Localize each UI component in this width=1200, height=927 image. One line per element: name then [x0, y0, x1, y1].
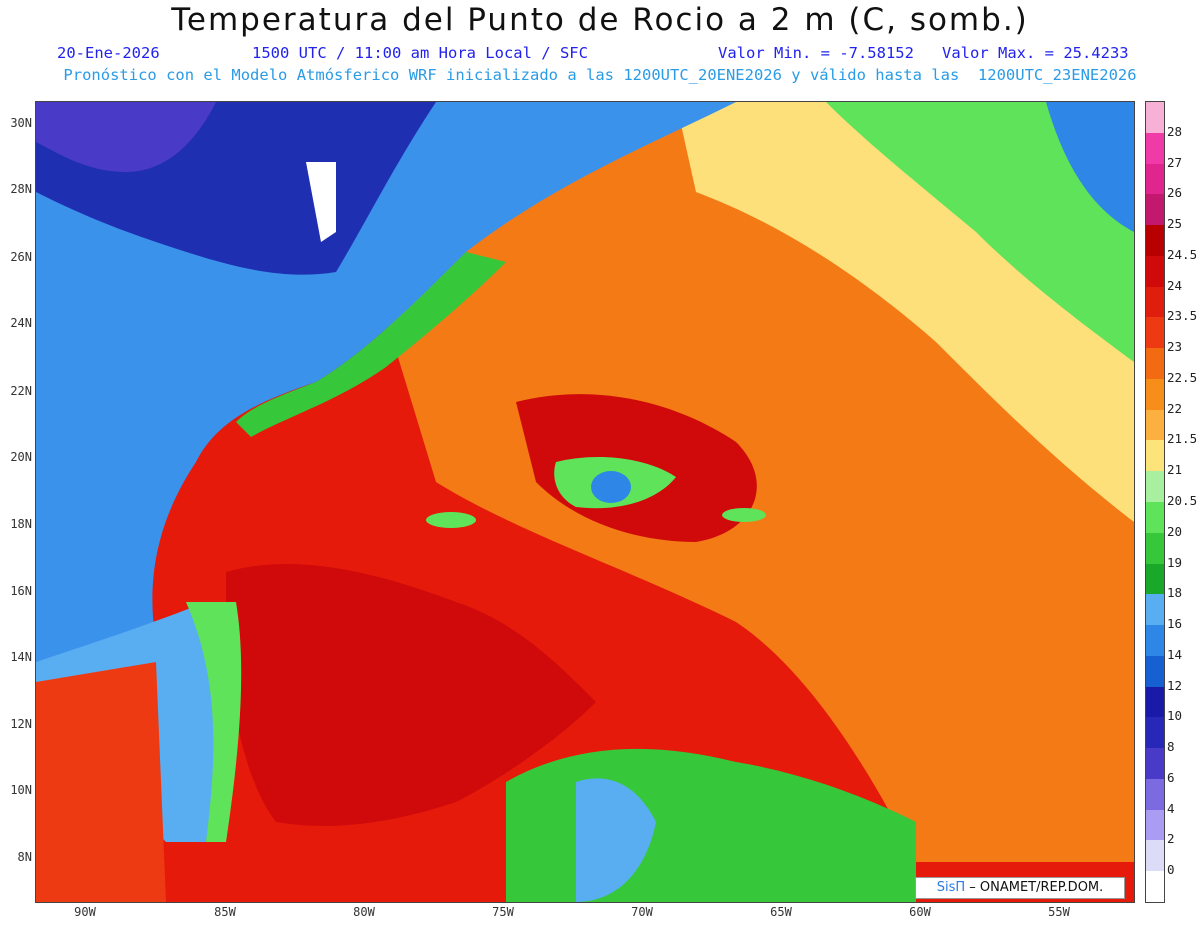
lon-label: 85W	[214, 905, 236, 919]
color-scale-segment	[1146, 317, 1164, 349]
lon-label: 65W	[770, 905, 792, 919]
lat-label: 12N	[10, 717, 32, 731]
color-scale-segment	[1146, 163, 1164, 195]
color-scale-segment	[1146, 409, 1164, 441]
lon-label: 60W	[909, 905, 931, 919]
credit-badge: SisΠ – ONAMET/REP.DOM.	[915, 877, 1125, 899]
color-scale-label: 6	[1167, 769, 1175, 785]
lon-label: 55W	[1048, 905, 1070, 919]
forecast-date: 20-Ene-2026	[57, 44, 160, 62]
color-scale-label: 26	[1167, 185, 1183, 201]
color-scale-label: 12	[1167, 677, 1183, 693]
color-scale-segment	[1146, 748, 1164, 780]
lat-label: 30N	[10, 116, 32, 130]
color-scale-label: 21	[1167, 462, 1183, 478]
min-value: Valor Min. = -7.58152	[718, 44, 914, 62]
dewpoint-map	[35, 101, 1135, 903]
color-scale-label: 24.5	[1167, 246, 1198, 262]
lat-label: 10N	[10, 783, 32, 797]
color-scale-segment	[1146, 532, 1164, 564]
forecast-time: 1500 UTC / 11:00 am Hora Local / SFC	[252, 44, 588, 62]
color-scale-label: 10	[1167, 708, 1183, 724]
lat-label: 24N	[10, 316, 32, 330]
color-scale-label: 23	[1167, 339, 1183, 355]
color-scale-segment	[1146, 655, 1164, 687]
color-scale-segment	[1146, 132, 1164, 164]
lat-label: 22N	[10, 384, 32, 398]
color-scale-segment	[1146, 194, 1164, 226]
color-scale-segment	[1146, 686, 1164, 718]
color-scale-segment	[1146, 471, 1164, 503]
color-scale-segment	[1146, 378, 1164, 410]
color-scale-bar	[1145, 101, 1165, 903]
color-scale-label: 4	[1167, 800, 1175, 816]
credit-text: – ONAMET/REP.DOM.	[965, 880, 1104, 895]
color-scale-label: 19	[1167, 554, 1183, 570]
color-scale-segment	[1146, 840, 1164, 872]
color-scale-segment	[1146, 717, 1164, 749]
color-scale-label: 21.5	[1167, 431, 1198, 447]
lat-label: 8N	[17, 850, 32, 864]
color-scale-segment	[1146, 255, 1164, 287]
color-scale-label: 25	[1167, 216, 1183, 232]
lat-label: 16N	[10, 584, 32, 598]
color-scale-segment	[1146, 778, 1164, 810]
color-scale-label: 23.5	[1167, 308, 1198, 324]
color-scale-segment	[1146, 502, 1164, 533]
lat-label: 28N	[10, 182, 32, 196]
color-scale-segment	[1146, 348, 1164, 380]
color-scale-label: 18	[1167, 585, 1183, 601]
color-scale-label: 0	[1167, 862, 1175, 878]
color-scale-segment	[1146, 563, 1164, 595]
color-scale-label: 16	[1167, 616, 1183, 632]
color-scale-label: 28	[1167, 123, 1183, 139]
color-scale-label: 22	[1167, 400, 1183, 416]
map-title: Temperatura del Punto de Rocio a 2 m (C,…	[171, 2, 1029, 38]
lon-label: 90W	[74, 905, 96, 919]
color-scale-label: 20	[1167, 523, 1183, 539]
lon-label: 75W	[492, 905, 514, 919]
lon-label: 70W	[631, 905, 653, 919]
color-scale-label: 2	[1167, 831, 1175, 847]
color-scale-segment	[1146, 809, 1164, 841]
color-scale-segment	[1146, 102, 1164, 133]
color-scale-segment	[1146, 286, 1164, 318]
model-info: Pronóstico con el Modelo Atmósferico WRF…	[63, 66, 1137, 84]
lat-label: 26N	[10, 250, 32, 264]
color-scale-segment	[1146, 594, 1164, 626]
color-scale-segment	[1146, 871, 1164, 903]
color-scale-label: 14	[1167, 646, 1183, 662]
max-value: Valor Max. = 25.4233	[942, 44, 1129, 62]
color-scale-segment	[1146, 625, 1164, 657]
color-scale-label: 27	[1167, 154, 1183, 170]
lat-label: 14N	[10, 650, 32, 664]
color-scale-label: 22.5	[1167, 369, 1198, 385]
lat-label: 20N	[10, 450, 32, 464]
lon-label: 80W	[353, 905, 375, 919]
color-scale-label: 8	[1167, 739, 1175, 755]
color-scale-segment	[1146, 225, 1164, 257]
lat-label: 18N	[10, 517, 32, 531]
sisp-logo: SisΠ	[936, 880, 966, 895]
color-scale-segment	[1146, 440, 1164, 472]
color-scale-label: 24	[1167, 277, 1183, 293]
color-scale-label: 20.5	[1167, 493, 1198, 508]
